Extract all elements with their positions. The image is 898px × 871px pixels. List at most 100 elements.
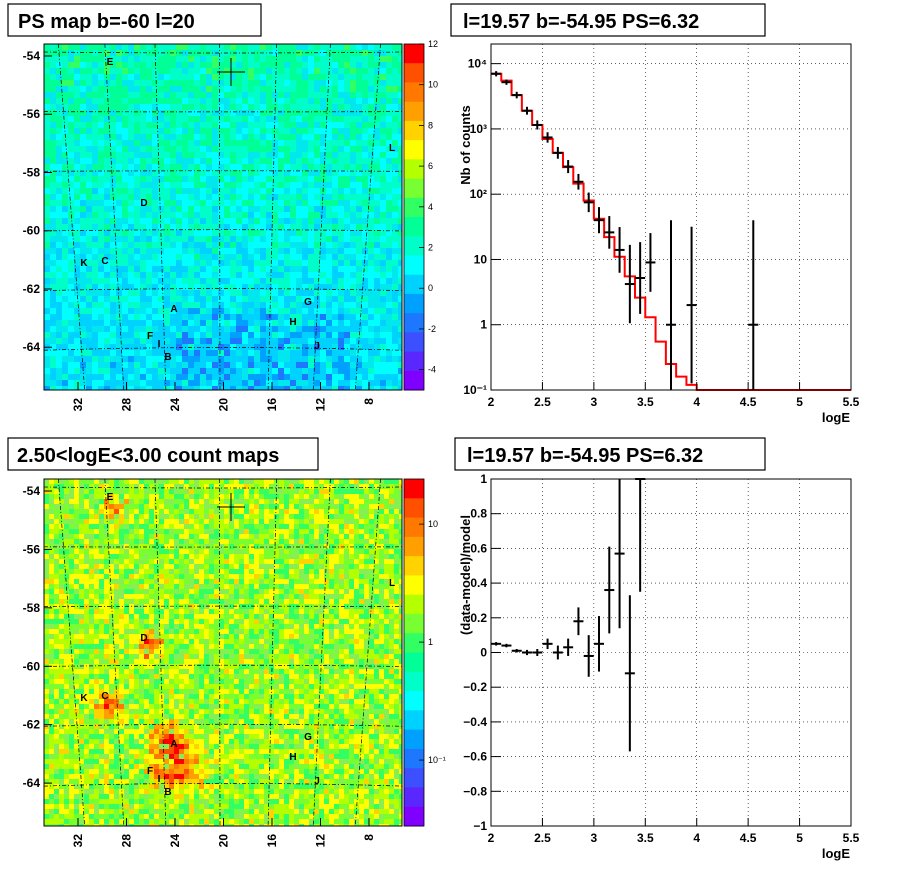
map-cell <box>116 56 122 62</box>
map-cell <box>394 579 399 584</box>
map-cell <box>319 574 324 579</box>
map-cell <box>44 519 49 524</box>
map-cell <box>219 629 224 634</box>
map-cell <box>389 499 394 504</box>
map-cell <box>134 116 140 122</box>
map-cell <box>194 206 200 212</box>
map-cell <box>194 218 200 224</box>
map-cell <box>44 188 50 194</box>
map-cell <box>214 604 219 609</box>
map-cell <box>194 589 199 594</box>
map-cell <box>284 212 290 218</box>
map-cell <box>128 200 134 206</box>
map-cell <box>374 110 380 116</box>
map-cell <box>364 514 369 519</box>
map-cell <box>236 290 242 296</box>
map-cell <box>398 110 402 116</box>
map-cell <box>324 514 329 519</box>
map-cell <box>176 266 182 272</box>
map-cell <box>230 134 236 140</box>
map-cell <box>374 386 380 390</box>
map-cell <box>159 619 164 624</box>
map-cell <box>272 134 278 140</box>
map-cell <box>234 484 239 489</box>
map-cell <box>79 509 84 514</box>
map-cell <box>344 380 350 386</box>
map-cell <box>332 194 338 200</box>
map-cell <box>79 549 84 554</box>
map-cell <box>152 302 158 308</box>
map-cell <box>62 284 68 290</box>
map-cell <box>349 574 354 579</box>
map-cell <box>188 314 194 320</box>
map-cell <box>359 624 364 629</box>
map-cell <box>369 559 374 564</box>
map-cell <box>146 176 152 182</box>
map-cell <box>354 499 359 504</box>
map-cell <box>140 356 146 362</box>
map-cell <box>209 599 214 604</box>
map-cell <box>146 110 152 116</box>
map-cell <box>124 554 129 559</box>
map-cell <box>399 514 402 519</box>
map-cell <box>284 519 289 524</box>
map-cell <box>170 140 176 146</box>
map-cell <box>302 104 308 110</box>
map-cell <box>242 326 248 332</box>
map-cell <box>176 44 182 50</box>
map-cell <box>104 98 110 104</box>
map-cell <box>74 519 79 524</box>
map-cell <box>339 509 344 514</box>
map-cell <box>239 614 244 619</box>
map-cell <box>290 206 296 212</box>
map-cell <box>80 80 86 86</box>
map-cell <box>68 44 74 50</box>
map-cell <box>344 624 349 629</box>
map-cell <box>194 134 200 140</box>
map-cell <box>350 164 356 170</box>
map-cell <box>69 634 74 639</box>
map-cell <box>278 266 284 272</box>
map-cell <box>264 499 269 504</box>
map-cell <box>242 44 248 50</box>
map-cell <box>308 296 314 302</box>
map-cell <box>259 534 264 539</box>
map-cell <box>368 110 374 116</box>
map-cell <box>264 579 269 584</box>
map-cell <box>44 308 50 314</box>
map-cell <box>229 619 234 624</box>
map-cell <box>134 539 139 544</box>
map-cell <box>79 514 84 519</box>
map-cell <box>249 484 254 489</box>
map-cell <box>398 212 402 218</box>
map-cell <box>92 302 98 308</box>
map-cell <box>139 594 144 599</box>
map-cell <box>254 514 259 519</box>
map-cell <box>309 524 314 529</box>
map-cell <box>320 224 326 230</box>
map-cell <box>302 230 308 236</box>
map-cell <box>304 564 309 569</box>
map-cell <box>200 200 206 206</box>
map-cell <box>386 128 392 134</box>
map-cell <box>182 242 188 248</box>
map-cell <box>104 368 110 374</box>
map-cell <box>104 326 110 332</box>
map-cell <box>229 574 234 579</box>
map-cell <box>386 50 392 56</box>
map-cell <box>334 494 339 499</box>
map-cell <box>339 529 344 534</box>
map-cell <box>374 44 380 50</box>
map-cell <box>194 374 200 380</box>
map-cell <box>332 170 338 176</box>
map-cell <box>158 212 164 218</box>
map-cell <box>389 549 394 554</box>
map-cell <box>119 519 124 524</box>
longitude-line <box>104 43 125 391</box>
map-cell <box>236 236 242 242</box>
map-cell <box>392 74 398 80</box>
map-cell <box>219 604 224 609</box>
map-cell <box>182 260 188 266</box>
map-cell <box>56 248 62 254</box>
map-cell <box>398 272 402 278</box>
